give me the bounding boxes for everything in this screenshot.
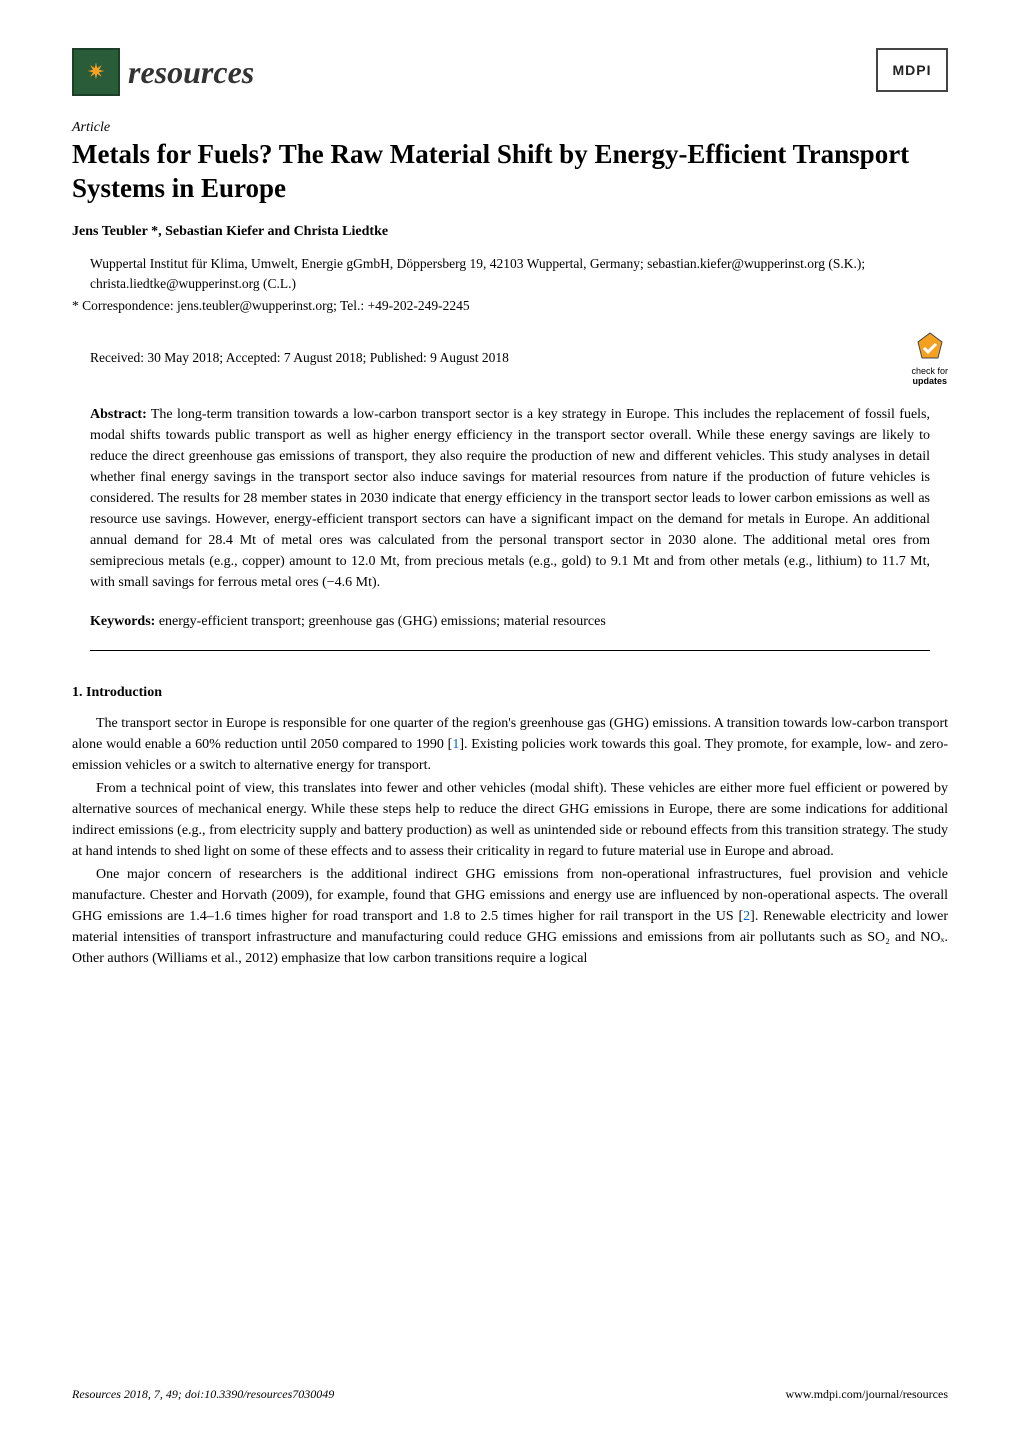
correspondence: * Correspondence: jens.teubler@wupperins… <box>72 296 948 316</box>
para-3: One major concern of researchers is the … <box>72 864 948 969</box>
dates-row: Received: 30 May 2018; Accepted: 7 Augus… <box>72 330 948 386</box>
footer-url: www.mdpi.com/journal/resources <box>785 1387 948 1402</box>
keywords-text: energy-efficient transport; greenhouse g… <box>155 614 605 629</box>
abstract-label: Abstract: <box>90 407 147 422</box>
divider <box>90 650 930 651</box>
publication-dates: Received: 30 May 2018; Accepted: 7 Augus… <box>90 350 509 366</box>
journal-logo: ✷ resources <box>72 48 254 96</box>
affiliation: Wuppertal Institut für Klima, Umwelt, En… <box>90 254 948 295</box>
abstract-text: The long-term transition towards a low-c… <box>90 407 930 590</box>
check-updates-label2: updates <box>912 376 947 386</box>
para-1: The transport sector in Europe is respon… <box>72 713 948 776</box>
para-2: From a technical point of view, this tra… <box>72 778 948 862</box>
header-row: ✷ resources MDPI <box>72 48 948 96</box>
authors: Jens Teubler *, Sebastian Kiefer and Chr… <box>72 224 948 240</box>
check-updates-badge[interactable]: check for updates <box>911 330 948 386</box>
article-title: Metals for Fuels? The Raw Material Shift… <box>72 138 948 206</box>
journal-name: resources <box>128 54 254 91</box>
check-updates-label1: check for <box>911 366 948 376</box>
section-1-heading: 1. Introduction <box>72 685 948 701</box>
check-updates-icon <box>912 330 948 366</box>
footer-citation: Resources 2018, 7, 49; doi:10.3390/resou… <box>72 1387 334 1402</box>
journal-icon: ✷ <box>72 48 120 96</box>
publisher-logo: MDPI <box>876 48 948 92</box>
keywords: Keywords: energy-efficient transport; gr… <box>90 611 930 632</box>
keywords-label: Keywords: <box>90 614 155 629</box>
abstract: Abstract: The long-term transition towar… <box>90 404 930 593</box>
article-type: Article <box>72 120 948 136</box>
footer: Resources 2018, 7, 49; doi:10.3390/resou… <box>72 1387 948 1402</box>
